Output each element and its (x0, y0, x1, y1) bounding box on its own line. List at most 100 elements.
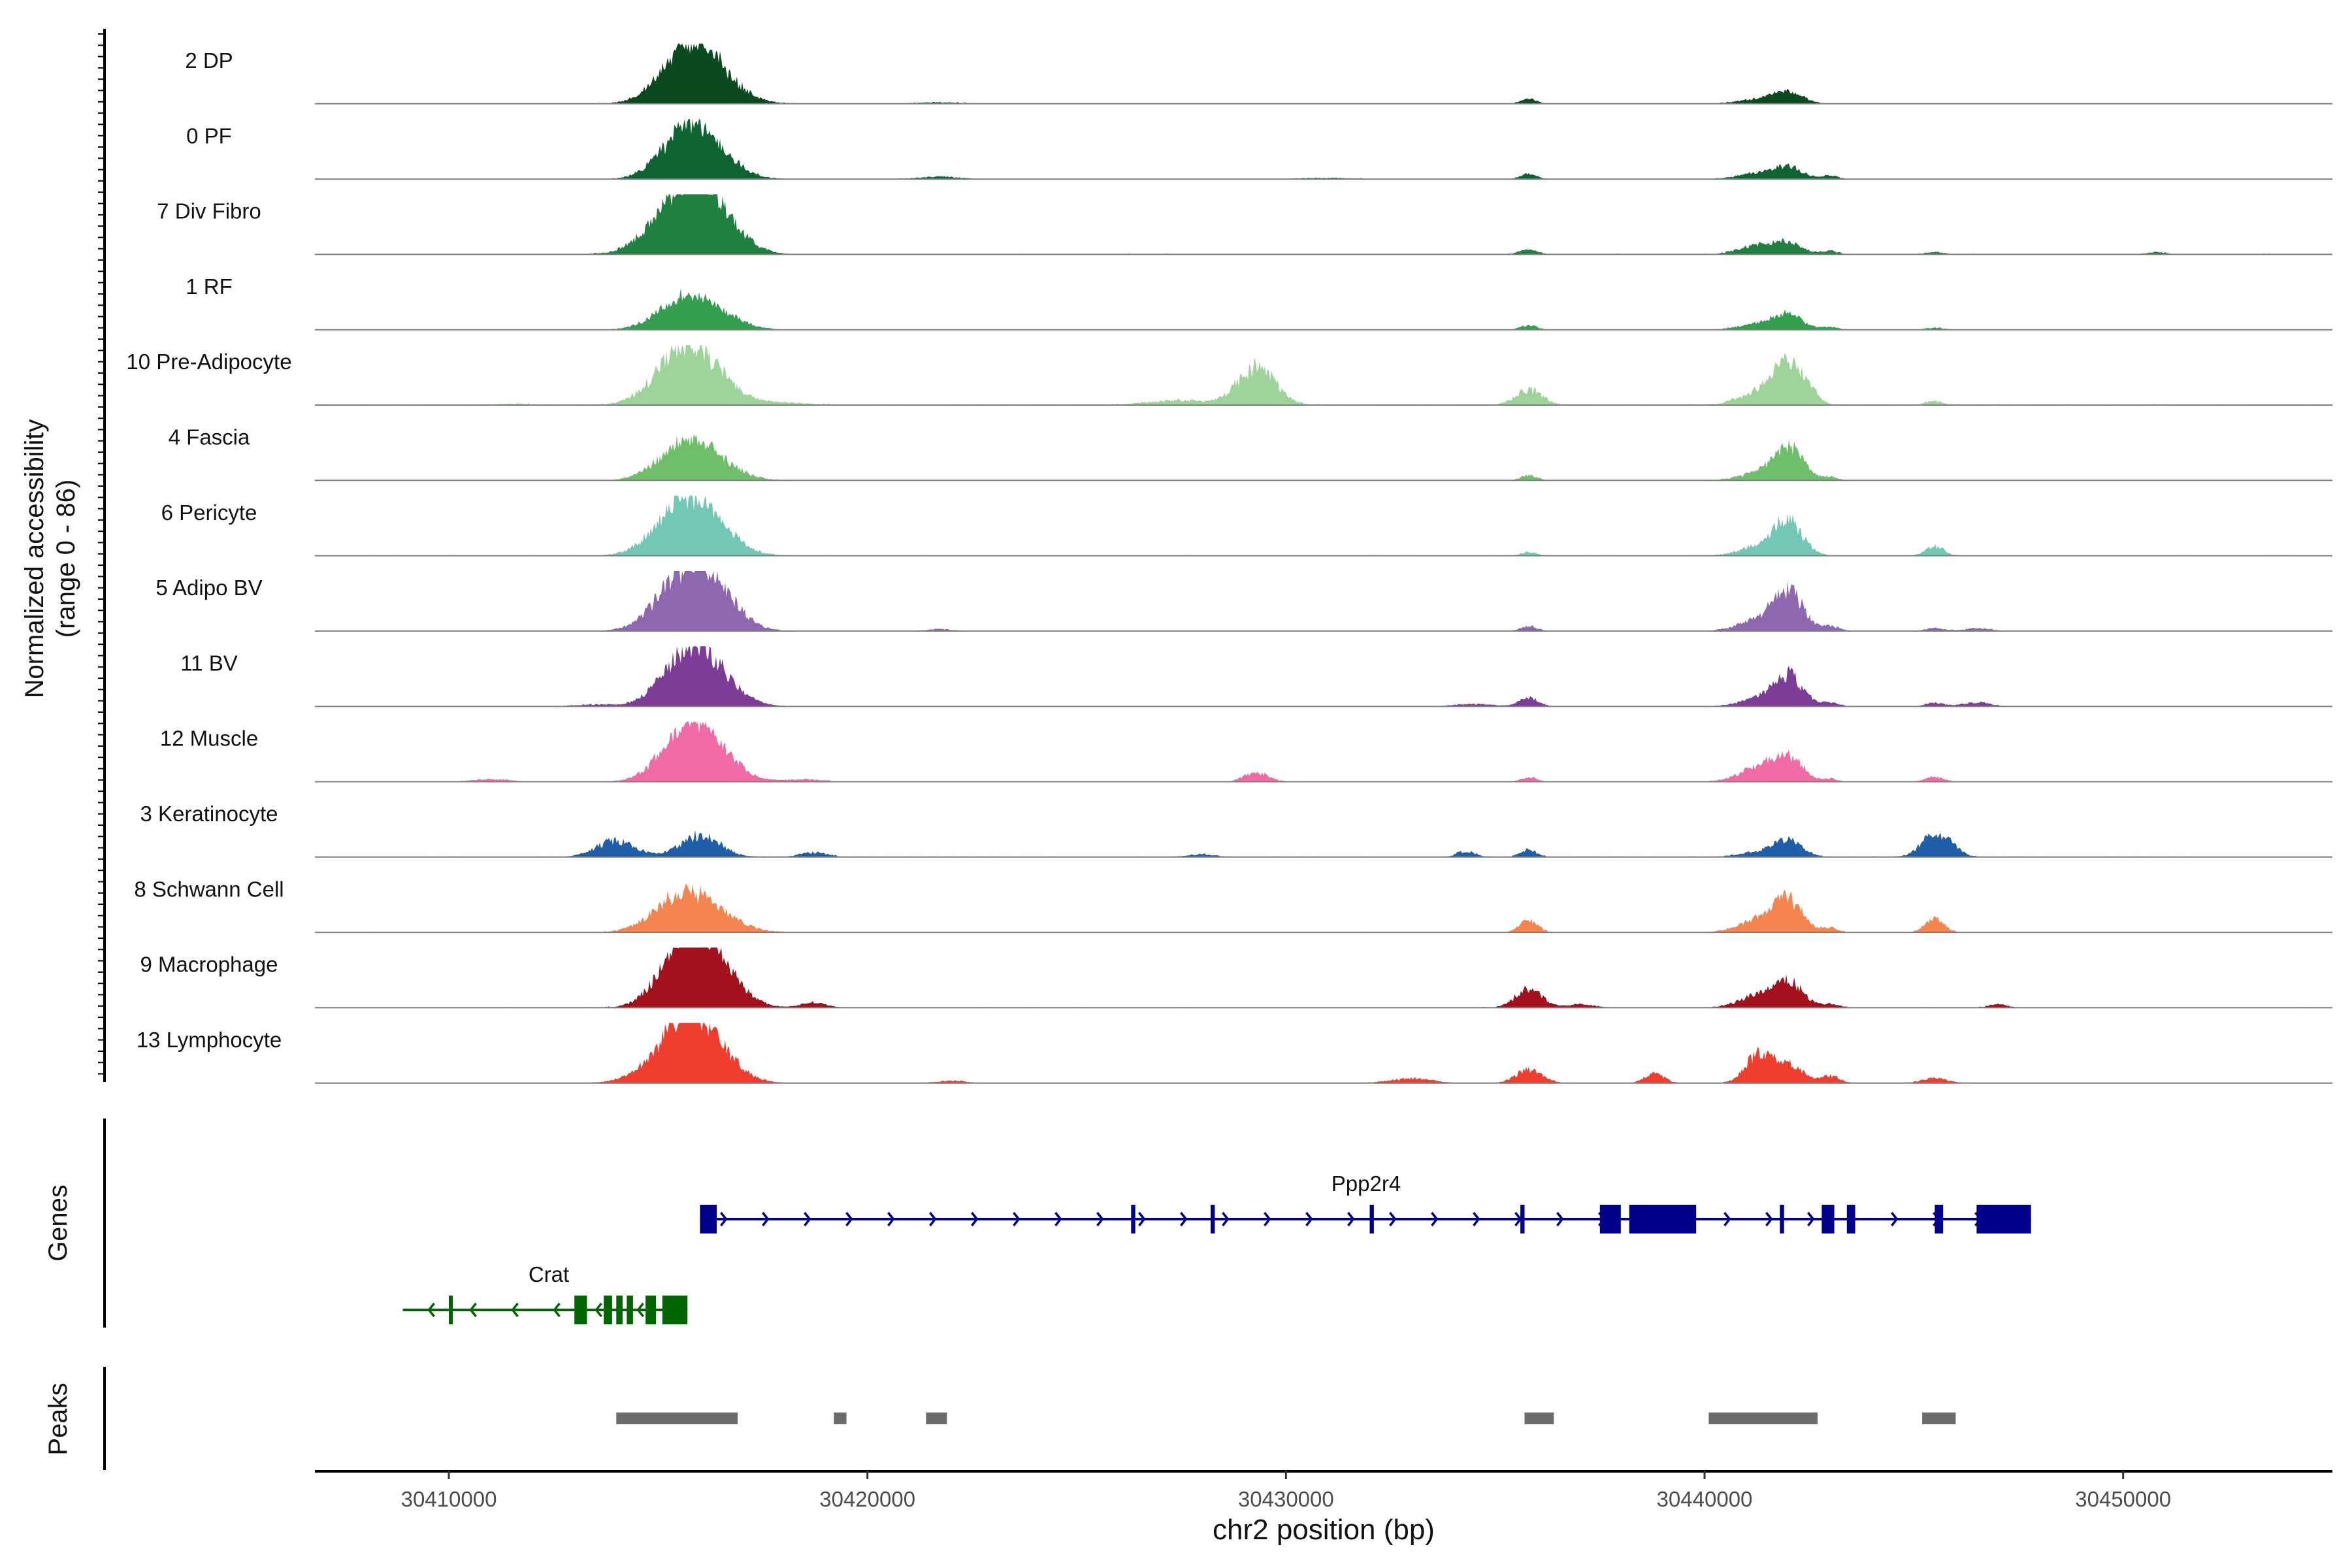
x-tick-label: 30410000 (401, 1487, 497, 1511)
strand-arrow (720, 1211, 728, 1227)
exon (616, 1296, 623, 1324)
track-label: 12 Muscle (160, 727, 258, 751)
coverage-area (315, 883, 2332, 933)
x-tick-label: 30450000 (2075, 1487, 2171, 1511)
tracks-y-axis (98, 29, 106, 1082)
exon (1780, 1205, 1784, 1233)
track-label: 6 Pericyte (161, 500, 257, 525)
x-tick-label: 30440000 (1657, 1487, 1753, 1511)
track-label: 2 DP (185, 48, 233, 73)
peak-range (1708, 1413, 1818, 1424)
strand-arrow (845, 1211, 853, 1227)
track-2-dp: 2 DP (185, 43, 2332, 105)
exon (1976, 1205, 2031, 1233)
exon (1846, 1205, 1855, 1233)
strand-arrow (1222, 1211, 1230, 1227)
coverage-tracks: 2 DP 0 PF 7 Div Fibro 1 RF 10 Pre-Adipocyte 4… (126, 43, 2332, 1084)
track-8-schwann-cell: 8 Schwann Cell (134, 877, 2332, 934)
peak-ranges (616, 1413, 1956, 1424)
strand-arrow (1347, 1211, 1355, 1227)
gene-name: Crat (529, 1262, 569, 1286)
coverage-area (315, 194, 2332, 255)
strand-arrow (1891, 1211, 1899, 1227)
coverage-area (315, 830, 2332, 857)
strand-arrow (1431, 1211, 1439, 1227)
coverage-area (315, 288, 2332, 330)
strand-arrow (636, 1302, 644, 1318)
strand-arrow (595, 1302, 602, 1318)
strand-arrow (1180, 1211, 1188, 1227)
track-label: 8 Schwann Cell (134, 877, 284, 901)
gene-crat: Crat (402, 1262, 688, 1324)
track-6-pericyte: 6 Pericyte (161, 495, 2332, 557)
strand-arrow (929, 1211, 937, 1227)
exon (1369, 1205, 1374, 1233)
strand-arrow (511, 1302, 519, 1318)
strand-arrow (762, 1211, 770, 1227)
x-axis-ticks: 30410000 30420000 30430000 30440000 30450000 (401, 1471, 2171, 1511)
strand-arrow (1389, 1211, 1397, 1227)
track-label: 7 Div Fibro (157, 199, 261, 223)
track-1-rf: 1 RF (186, 274, 2332, 331)
peak-range (1524, 1413, 1554, 1424)
track-10-pre-adipocyte: 10 Pre-Adipocyte (126, 345, 2332, 406)
track-5-adipo-bv: 5 Adipo BV (155, 570, 2332, 632)
strand-arrow (1013, 1211, 1021, 1227)
strand-arrow (804, 1211, 811, 1227)
peaks-panel-label: Peaks (44, 1382, 73, 1455)
coverage-area (315, 495, 2332, 556)
genes-panel-label: Genes (44, 1184, 73, 1262)
track-13-lymphocyte: 13 Lymphocyte (137, 1022, 2332, 1084)
track-label: 1 RF (186, 274, 233, 299)
strand-arrow (1556, 1211, 1564, 1227)
strand-arrow (1765, 1211, 1773, 1227)
track-label: 11 BV (180, 651, 237, 675)
strand-arrow (1807, 1211, 1815, 1227)
x-axis-label: chr2 position (bp) (1213, 1514, 1435, 1546)
exon (662, 1296, 688, 1324)
exon (604, 1296, 612, 1324)
strand-arrow (1264, 1211, 1271, 1227)
tracks-y-label: Normalized accessibility (20, 419, 49, 698)
strand-arrow (1054, 1211, 1062, 1227)
exon (1599, 1205, 1621, 1233)
peak-range (616, 1413, 738, 1424)
gene-name: Ppp2r4 (1331, 1171, 1401, 1196)
strand-arrow (1138, 1211, 1146, 1227)
exon (1935, 1205, 1944, 1233)
exon (449, 1296, 453, 1324)
peak-range (834, 1413, 847, 1424)
strand-arrow (1723, 1211, 1731, 1227)
track-12-muscle: 12 Muscle (160, 721, 2332, 783)
track-label: 4 Fascia (169, 425, 250, 449)
gene-ppp2r4: Ppp2r4 (700, 1171, 2031, 1233)
exon (645, 1296, 657, 1324)
coverage-area (315, 646, 2332, 707)
coverage-area (315, 434, 2332, 481)
track-label: 0 PF (186, 123, 232, 148)
coverage-area (315, 345, 2332, 405)
strand-arrow (469, 1302, 477, 1318)
track-label: 9 Macrophage (140, 953, 278, 977)
strand-arrow (1096, 1211, 1104, 1227)
strand-arrow (1305, 1211, 1313, 1227)
exon (1629, 1205, 1697, 1233)
coverage-area (315, 570, 2332, 631)
track-3-keratinocyte: 3 Keratinocyte (140, 802, 2332, 858)
exon (1211, 1205, 1215, 1233)
track-label: 10 Pre-Adipocyte (126, 350, 291, 374)
exon (1520, 1205, 1525, 1233)
peak-range (926, 1413, 947, 1424)
track-7-div-fibro: 7 Div Fibro (157, 194, 2332, 255)
track-label: 13 Lymphocyte (137, 1028, 282, 1052)
track-4-fascia: 4 Fascia (169, 425, 2332, 482)
exon (627, 1296, 633, 1324)
coverage-area (315, 43, 2332, 104)
track-label: 5 Adipo BV (155, 576, 262, 600)
strand-arrow (427, 1302, 435, 1318)
coverage-area (315, 1022, 2332, 1083)
tracks-y-label-range: (range 0 - 86) (52, 480, 80, 638)
x-tick-label: 30430000 (1238, 1487, 1334, 1511)
peak-range (1922, 1413, 1956, 1424)
